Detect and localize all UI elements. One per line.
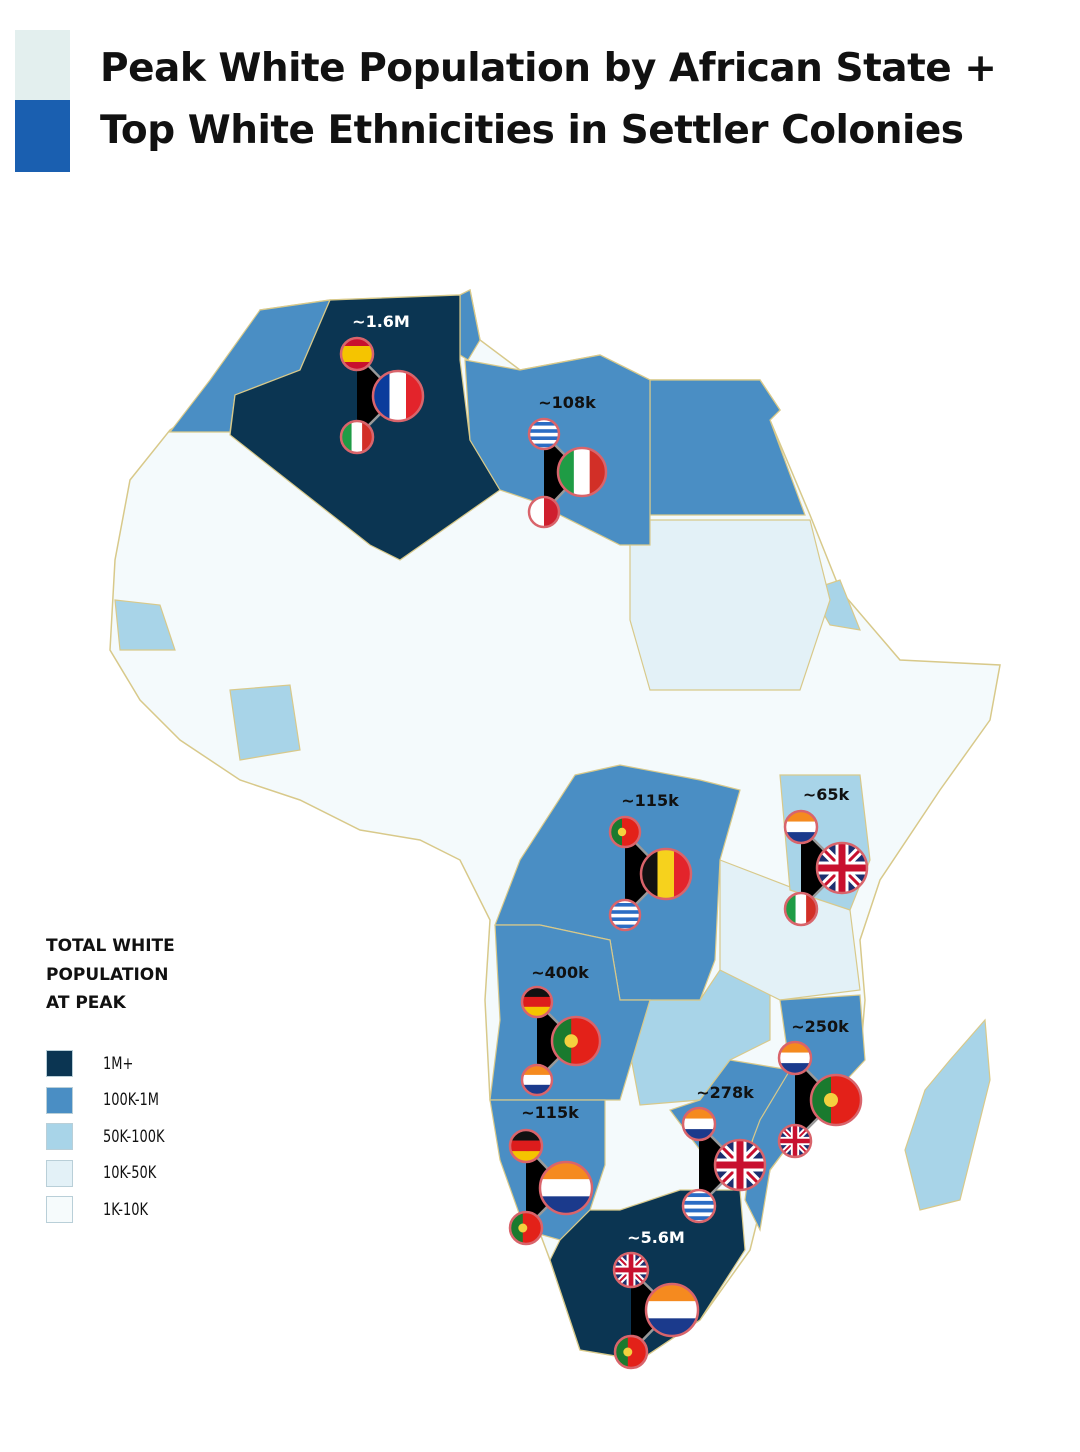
- legend-items: 1M+ 100K-1M 50K-100K 10K-50K 1K-10K: [46, 1046, 246, 1229]
- legend-swatch: [46, 1086, 73, 1114]
- region-label: ~5.6M: [627, 1228, 685, 1247]
- legend-label: 50K-100K: [103, 1126, 165, 1147]
- legend-item: 1K-10K: [46, 1192, 246, 1229]
- legend-label: 1K-10K: [103, 1199, 149, 1220]
- flags: [339, 336, 869, 1370]
- legend-item: 10K-50K: [46, 1155, 246, 1192]
- legend-item: 1M+: [46, 1046, 246, 1083]
- legend-item: 50K-100K: [46, 1119, 246, 1156]
- region-label: ~115k: [621, 791, 679, 810]
- legend: TOTAL WHITE POPULATION AT PEAK 1M+ 100K-1…: [46, 932, 246, 1228]
- legend-item: 100K-1M: [46, 1082, 246, 1119]
- region-label: ~115k: [521, 1103, 579, 1122]
- region-label: ~400k: [531, 963, 589, 982]
- legend-swatch: [46, 1123, 73, 1151]
- legend-title: TOTAL WHITE POPULATION AT PEAK: [46, 936, 175, 1013]
- legend-swatch: [46, 1050, 73, 1078]
- legend-label: 10K-50K: [103, 1163, 157, 1184]
- legend-label: 1M+: [103, 1053, 134, 1074]
- region-label: ~250k: [791, 1017, 849, 1036]
- country: [489, 924, 651, 1101]
- legend-swatch: [46, 1196, 73, 1224]
- region-labels: ~1.6M ~108k ~115k ~65k ~400k ~250k ~278k…: [352, 312, 849, 1247]
- legend-swatch: [46, 1159, 73, 1187]
- region-label: ~108k: [538, 393, 596, 412]
- legend-label: 100K-1M: [103, 1090, 159, 1111]
- title-swatch: [15, 30, 70, 100]
- region-label: ~65k: [803, 785, 850, 804]
- region-label: ~1.6M: [352, 312, 410, 331]
- title-swatch: [15, 100, 70, 172]
- title: Peak White Population by African State +…: [100, 46, 997, 153]
- region-label: ~278k: [696, 1083, 754, 1102]
